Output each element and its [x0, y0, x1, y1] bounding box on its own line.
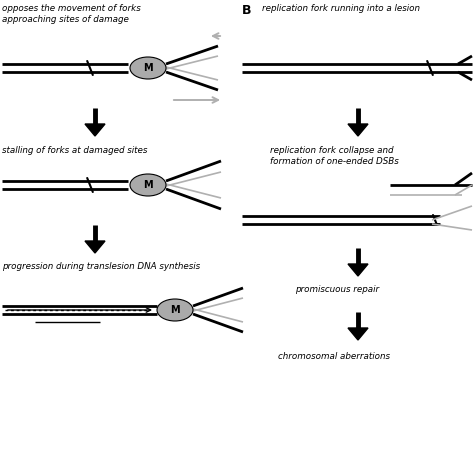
Ellipse shape [157, 299, 193, 321]
Text: replication fork running into a lesion: replication fork running into a lesion [262, 4, 420, 13]
Ellipse shape [130, 57, 166, 79]
Text: B: B [242, 4, 252, 17]
Text: approaching sites of damage: approaching sites of damage [2, 15, 129, 24]
Text: M: M [143, 63, 153, 73]
Text: stalling of forks at damaged sites: stalling of forks at damaged sites [2, 146, 147, 155]
Polygon shape [348, 328, 368, 340]
Text: opposes the movement of forks: opposes the movement of forks [2, 4, 141, 13]
Polygon shape [348, 124, 368, 136]
Polygon shape [85, 124, 105, 136]
Text: progression during translesion DNA synthesis: progression during translesion DNA synth… [2, 262, 200, 271]
Text: replication fork collapse and: replication fork collapse and [270, 146, 393, 155]
Text: formation of one-ended DSBs: formation of one-ended DSBs [270, 157, 399, 166]
Text: chromosomal aberrations: chromosomal aberrations [278, 352, 390, 361]
Text: promiscuous repair: promiscuous repair [295, 285, 379, 294]
Polygon shape [348, 264, 368, 276]
Text: M: M [143, 180, 153, 190]
Text: M: M [170, 305, 180, 315]
Ellipse shape [130, 174, 166, 196]
Polygon shape [85, 241, 105, 253]
